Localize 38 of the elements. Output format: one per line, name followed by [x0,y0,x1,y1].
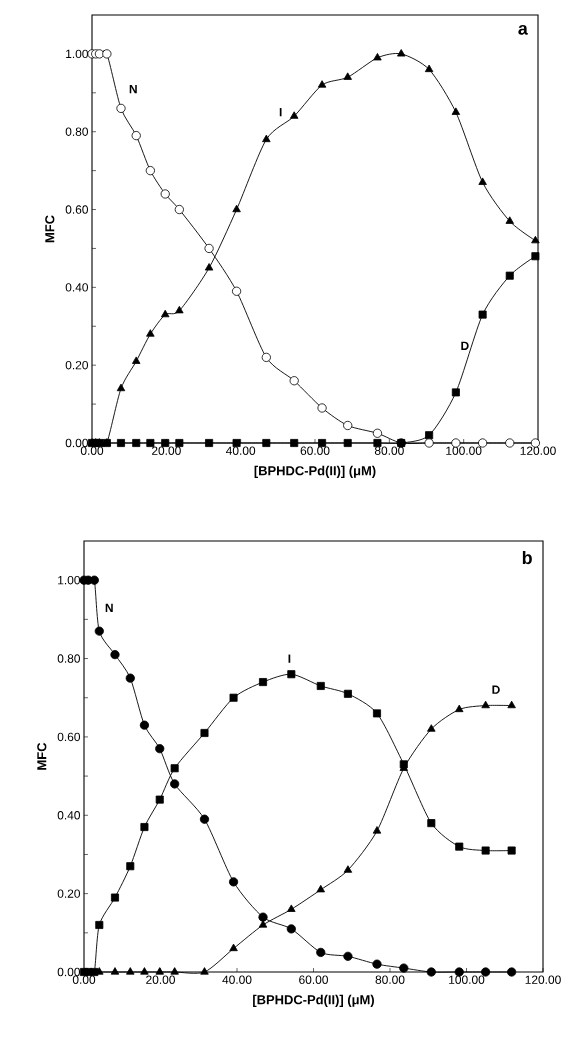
y-tick-label: 0.20 [65,360,89,370]
y-tick-label: 0.40 [65,283,89,292]
series-label: I [288,654,291,663]
x-tick-label: 40.00 [225,446,256,455]
y-tick-label: 0.40 [57,811,81,820]
x-tick-label: 120.00 [525,975,561,984]
y-tick-label: 1.00 [58,575,81,585]
y-axis-title: MFC [37,742,47,770]
y-tick-label: 0.00 [65,438,89,448]
x-tick-label: 20.00 [146,975,175,984]
y-tick-label: 0.80 [65,127,89,136]
y-tick-label: 0.00 [57,967,81,977]
series-label: N [129,84,137,94]
x-tick-label: 20.00 [151,446,181,455]
series-label: N [105,603,113,612]
series-label: I [279,108,282,117]
annotation: b [522,550,532,565]
x-tick-label: 60.00 [299,975,328,984]
series-label: D [492,685,500,694]
y-tick-label: 1.00 [66,49,89,59]
series-label: D [461,341,469,350]
x-tick-label: 60.00 [300,446,330,455]
y-axis-title: MFC [45,215,55,243]
x-axis-title: [BPHDC-Pd(II)] (μM) [254,465,376,478]
y-tick-label: 0.20 [57,889,81,898]
x-tick-label: 100.00 [446,446,482,455]
x-tick-label: 40.00 [222,975,252,984]
x-tick-label: 120.00 [520,446,556,455]
x-tick-label: 80.00 [374,446,404,455]
y-tick-label: 0.60 [65,205,89,214]
annotation: a [518,24,528,35]
y-tick-label: 0.80 [57,654,81,663]
x-tick-label: 80.00 [375,975,405,984]
y-tick-label: 0.60 [57,732,81,742]
x-tick-label: 0.00 [72,975,96,984]
x-tick-label: 100.00 [449,975,485,984]
x-axis-title: [BPHDC-Pd(II)] (μM) [253,994,374,1007]
x-tick-label: 0.00 [80,446,104,455]
